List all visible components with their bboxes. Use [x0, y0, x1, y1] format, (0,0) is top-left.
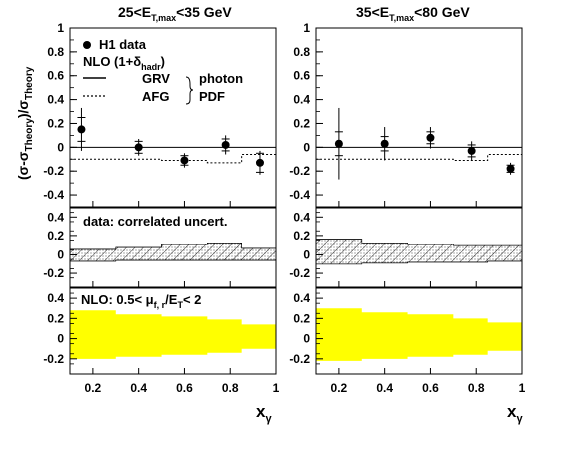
data-point-left-3 [221, 140, 230, 149]
legend-nlo-label: NLO (1+δhadr) [83, 54, 165, 72]
legend-photon-label: photon [199, 71, 243, 86]
data-point-right-2 [426, 133, 435, 142]
y-tick-label-left-2-0: -0.2 [43, 352, 64, 366]
y-tick-label-left-0-4: 0.4 [47, 93, 64, 107]
legend-data-label: H1 data [99, 37, 147, 52]
y-tick-label-right-0-4: 0.4 [293, 93, 310, 107]
y-tick-label-right-2-0: -0.2 [289, 352, 310, 366]
y-tick-label-left-0-1: -0.2 [43, 164, 64, 178]
x-tick-label-left-3: 0.8 [222, 381, 239, 395]
scale-variation-label: NLO: 0.5< μf, r/ET< 2 [81, 292, 201, 310]
y-tick-label-left-1-1: 0 [57, 247, 64, 261]
y-tick-label-right-1-2: 0.2 [293, 229, 310, 243]
y-tick-label-left-2-1: 0 [57, 332, 64, 346]
x-tick-label-right-0: 0.2 [331, 381, 348, 395]
y-tick-label-right-0-7: 1 [303, 21, 310, 35]
legend-data-marker [83, 41, 91, 49]
legend-afg-label: AFG [142, 89, 169, 104]
panel-frame-left-0 [69, 27, 277, 208]
y-tick-label-left-0-7: 1 [57, 21, 64, 35]
data-point-left-0 [77, 125, 86, 134]
panel-frame-right-0 [315, 27, 523, 208]
x-tick-label-right-4: 1 [519, 381, 526, 395]
x-tick-label-left-2: 0.6 [176, 381, 193, 395]
y-tick-label-left-0-5: 0.6 [47, 69, 64, 83]
data-point-right-4 [506, 164, 515, 173]
y-tick-label-right-0-2: 0 [303, 140, 310, 154]
y-tick-label-left-1-2: 0.2 [47, 229, 64, 243]
panel-title-left: 25<ET,max<35 GeV [118, 4, 232, 23]
y-tick-label-left-0-0: -0.4 [43, 188, 64, 202]
x-tick-label-right-1: 0.4 [376, 381, 393, 395]
corr-band-hatch-left [69, 243, 277, 262]
y-axis-label: (σ-σTheory)/σTheory [15, 66, 35, 180]
y-tick-label-right-0-0: -0.4 [289, 188, 310, 202]
legend-pdf-label: PDF [199, 89, 225, 104]
data-point-left-1 [134, 143, 143, 152]
panel-frame-right-1 [315, 207, 523, 288]
x-tick-label-left-1: 0.4 [130, 381, 147, 395]
data-point-left-4 [255, 158, 264, 167]
afg-curve-right [316, 153, 523, 166]
legend-grv-label: GRV [142, 71, 170, 86]
x-axis-label-left: xγ [256, 402, 272, 425]
y-tick-label-right-1-1: 0 [303, 247, 310, 261]
y-tick-label-right-2-1: 0 [303, 332, 310, 346]
y-tick-label-right-1-0: -0.2 [289, 266, 310, 280]
y-tick-label-right-2-2: 0.2 [293, 311, 310, 325]
y-tick-label-left-2-2: 0.2 [47, 311, 64, 325]
panel-frame-left-2 [69, 287, 277, 375]
data-point-right-0 [334, 139, 343, 148]
x-axis-label-right: xγ [507, 402, 523, 425]
data-point-left-2 [180, 156, 189, 165]
y-tick-label-left-2-3: 0.4 [47, 291, 64, 305]
afg-curve-left [70, 144, 277, 164]
y-tick-label-right-0-6: 0.8 [293, 45, 310, 59]
panel-frame-left-1 [69, 207, 277, 288]
x-tick-label-right-3: 0.8 [468, 381, 485, 395]
plot-area: -0.4 -0.2 0 0.2 0.4 0.6 0.8 1 -0.2 0 0.2 0.4 -0.2 0 0.… [43, 21, 525, 395]
panel-title-right: 35<ET,max<80 GeV [356, 4, 470, 23]
y-tick-label-left-0-6: 0.8 [47, 45, 64, 59]
y-tick-label-right-0-3: 0.2 [293, 116, 310, 130]
x-tick-label-right-2: 0.6 [422, 381, 439, 395]
correlated-uncert-label: data: correlated uncert. [83, 214, 228, 229]
x-tick-label-left-4: 1 [273, 381, 280, 395]
y-tick-label-left-1-0: -0.2 [43, 266, 64, 280]
panel-frame-right-2 [315, 287, 523, 375]
legend-brace [185, 76, 194, 105]
y-tick-label-right-1-3: 0.4 [293, 210, 310, 224]
y-tick-label-left-0-3: 0.2 [47, 116, 64, 130]
x-tick-label-left-0: 0.2 [85, 381, 102, 395]
y-tick-label-left-1-3: 0.4 [47, 210, 64, 224]
corr-band-hatch-right [315, 239, 523, 265]
y-tick-label-right-0-1: -0.2 [289, 164, 310, 178]
scale-band-right [316, 308, 522, 361]
y-tick-label-right-0-5: 0.6 [293, 69, 310, 83]
y-tick-label-left-0-2: 0 [57, 140, 64, 154]
data-point-right-1 [380, 139, 389, 148]
scale-band-left [70, 310, 276, 359]
legend: H1 data NLO (1+δhadr) GRV AFG photon PDF [83, 37, 243, 105]
y-tick-label-right-2-3: 0.4 [293, 291, 310, 305]
data-point-right-3 [467, 146, 476, 155]
